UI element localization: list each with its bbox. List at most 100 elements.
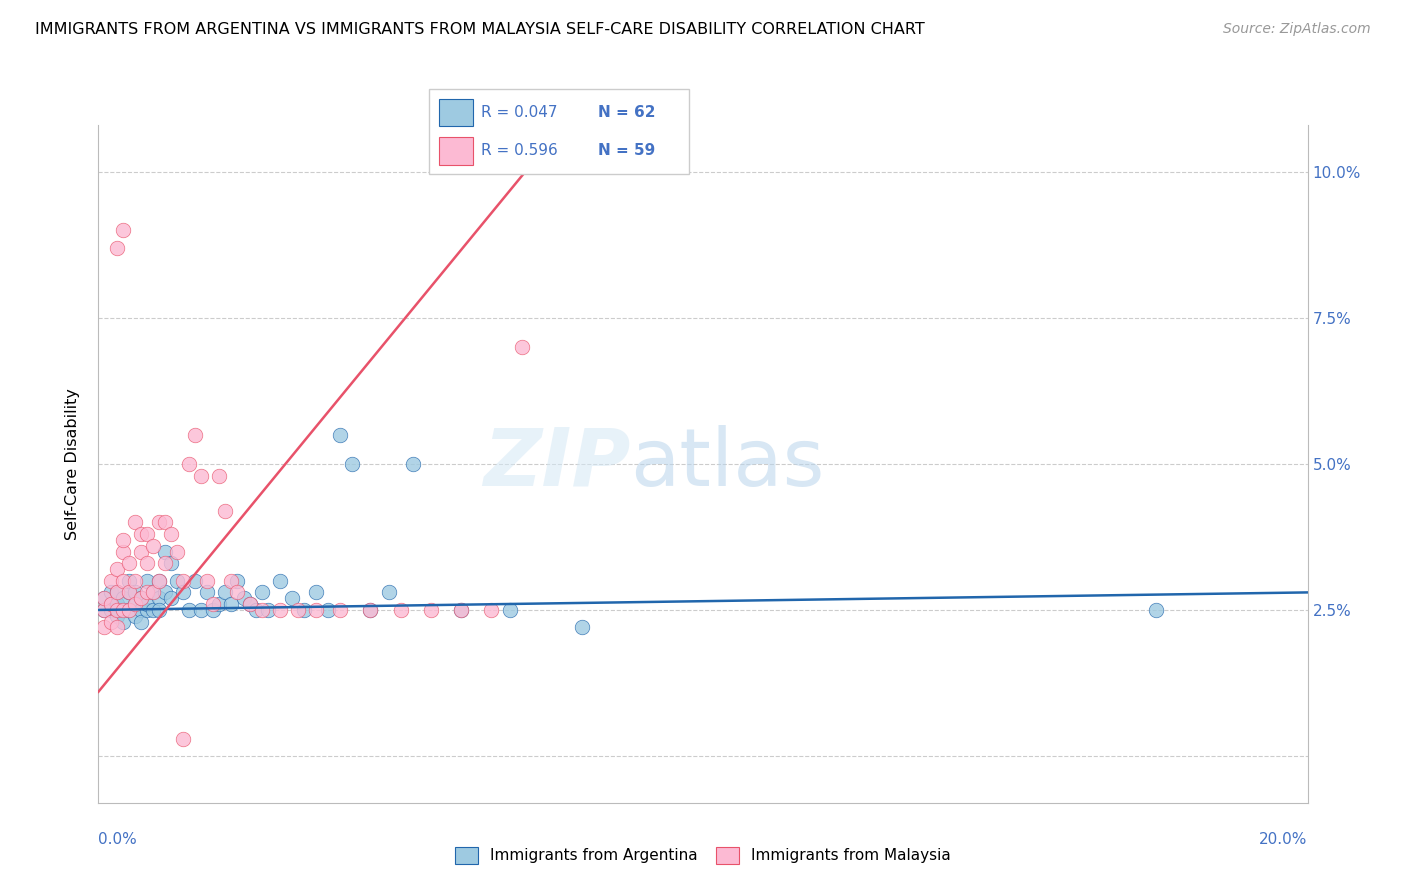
- Point: [111, 591, 134, 606]
- Point: [329, 603, 352, 617]
- Point: [184, 574, 207, 588]
- Point: [160, 556, 183, 570]
- Point: [153, 544, 176, 558]
- Point: [129, 527, 152, 541]
- Point: [93, 591, 115, 606]
- Point: [305, 585, 328, 599]
- Point: [129, 603, 152, 617]
- FancyBboxPatch shape: [439, 98, 472, 127]
- Point: [360, 603, 382, 617]
- Point: [481, 603, 503, 617]
- Point: [250, 585, 273, 599]
- FancyBboxPatch shape: [429, 89, 689, 174]
- Point: [172, 574, 194, 588]
- Point: [195, 585, 218, 599]
- Point: [377, 585, 399, 599]
- Point: [221, 597, 243, 611]
- Point: [250, 603, 273, 617]
- Point: [232, 591, 254, 606]
- Point: [111, 603, 134, 617]
- Point: [111, 223, 134, 237]
- Point: [166, 544, 188, 558]
- Point: [160, 591, 183, 606]
- Point: [148, 574, 170, 588]
- Point: [202, 603, 225, 617]
- Point: [153, 585, 176, 599]
- Point: [160, 527, 183, 541]
- Point: [208, 597, 231, 611]
- Point: [269, 603, 291, 617]
- Point: [179, 603, 201, 617]
- Point: [360, 603, 382, 617]
- Point: [93, 603, 115, 617]
- Text: R = 0.596: R = 0.596: [481, 143, 558, 158]
- Point: [329, 427, 352, 442]
- Point: [281, 591, 304, 606]
- Point: [179, 457, 201, 471]
- Point: [118, 603, 141, 617]
- Point: [239, 597, 262, 611]
- Point: [111, 574, 134, 588]
- Point: [135, 556, 157, 570]
- Point: [221, 574, 243, 588]
- Point: [142, 603, 165, 617]
- Point: [105, 608, 128, 623]
- Point: [135, 585, 157, 599]
- Point: [129, 591, 152, 606]
- Text: N = 59: N = 59: [598, 143, 655, 158]
- Point: [402, 457, 425, 471]
- Point: [111, 603, 134, 617]
- Point: [148, 516, 170, 530]
- Point: [245, 603, 267, 617]
- Point: [118, 556, 141, 570]
- Point: [93, 591, 115, 606]
- Point: [498, 603, 520, 617]
- Point: [124, 597, 146, 611]
- Point: [214, 585, 236, 599]
- Point: [269, 574, 291, 588]
- Point: [172, 585, 194, 599]
- Point: [135, 597, 157, 611]
- Point: [100, 574, 122, 588]
- Point: [135, 527, 157, 541]
- Point: [129, 615, 152, 629]
- Point: [172, 731, 194, 746]
- Point: [190, 468, 212, 483]
- Point: [571, 620, 593, 634]
- Point: [208, 468, 231, 483]
- Point: [105, 620, 128, 634]
- Point: [111, 615, 134, 629]
- Text: 20.0%: 20.0%: [1260, 832, 1308, 847]
- Point: [124, 608, 146, 623]
- Text: R = 0.047: R = 0.047: [481, 105, 557, 120]
- Point: [124, 516, 146, 530]
- Point: [256, 603, 278, 617]
- Point: [100, 597, 122, 611]
- Point: [214, 503, 236, 517]
- Point: [93, 620, 115, 634]
- Point: [93, 603, 115, 617]
- Point: [105, 597, 128, 611]
- Point: [135, 574, 157, 588]
- Point: [142, 585, 165, 599]
- Point: [118, 585, 141, 599]
- Point: [105, 241, 128, 255]
- Point: [100, 603, 122, 617]
- Point: [166, 574, 188, 588]
- Point: [450, 603, 472, 617]
- Text: IMMIGRANTS FROM ARGENTINA VS IMMIGRANTS FROM MALAYSIA SELF-CARE DISABILITY CORRE: IMMIGRANTS FROM ARGENTINA VS IMMIGRANTS …: [35, 22, 925, 37]
- Point: [195, 574, 218, 588]
- Point: [153, 516, 176, 530]
- Point: [100, 597, 122, 611]
- Legend: Immigrants from Argentina, Immigrants from Malaysia: Immigrants from Argentina, Immigrants fr…: [449, 841, 957, 870]
- Point: [111, 533, 134, 547]
- Text: N = 62: N = 62: [598, 105, 655, 120]
- Point: [148, 574, 170, 588]
- Point: [118, 574, 141, 588]
- Point: [148, 591, 170, 606]
- Point: [450, 603, 472, 617]
- Point: [184, 427, 207, 442]
- Point: [124, 574, 146, 588]
- Point: [305, 603, 328, 617]
- Point: [316, 603, 339, 617]
